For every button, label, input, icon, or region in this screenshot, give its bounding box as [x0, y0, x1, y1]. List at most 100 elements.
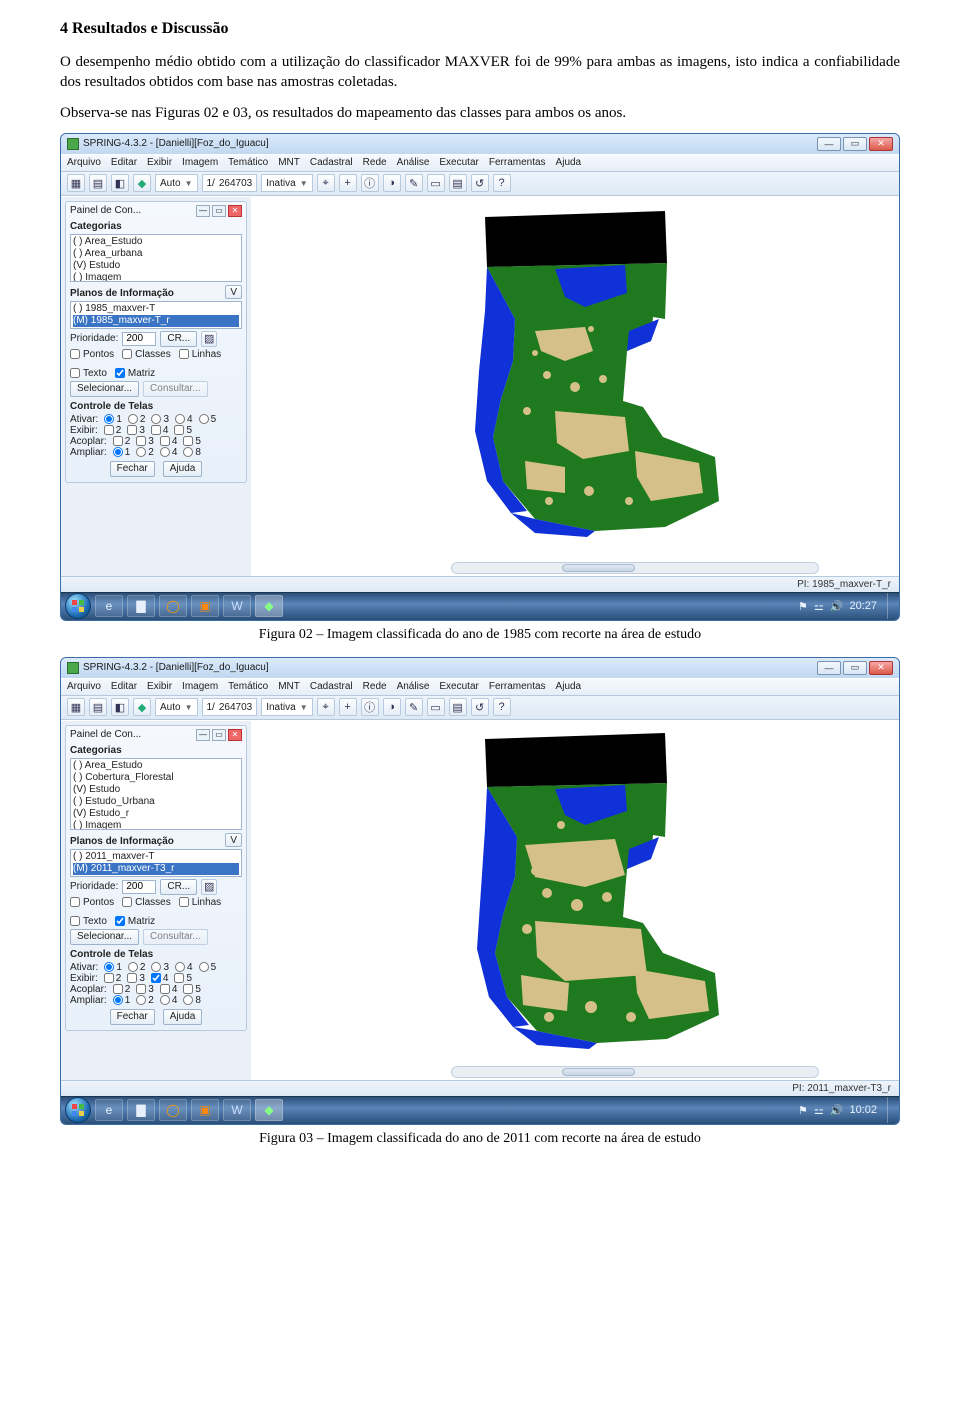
scale-field[interactable]: 1/264703	[202, 174, 258, 192]
tool-icon[interactable]: ✎	[405, 698, 423, 716]
menu-temático[interactable]: Temático	[228, 681, 268, 692]
menu-rede[interactable]: Rede	[363, 157, 387, 168]
acoplar-5[interactable]	[183, 984, 193, 994]
ativar-4[interactable]	[175, 962, 185, 972]
task-firefox-icon[interactable]: ◯	[159, 595, 187, 617]
ampliar-1[interactable]	[113, 995, 123, 1005]
list-item[interactable]: ( ) 2011_maxver-T	[73, 851, 239, 863]
tool-icon[interactable]: ▭	[427, 698, 445, 716]
titlebar[interactable]: SPRING-4.3.2 - [Danielli][Foz_do_Iguacu]…	[61, 658, 899, 678]
task-word-icon[interactable]: W	[223, 1099, 251, 1121]
menu-análise[interactable]: Análise	[397, 157, 430, 168]
menu-análise[interactable]: Análise	[397, 681, 430, 692]
list-item[interactable]: (M) 1985_maxver-T_r	[73, 315, 239, 327]
task-firefox-icon[interactable]: ◯	[159, 1099, 187, 1121]
task-explorer-icon[interactable]: ▇	[127, 595, 155, 617]
menu-mnt[interactable]: MNT	[278, 681, 300, 692]
close-button[interactable]: ✕	[869, 661, 893, 675]
show-desktop-button[interactable]	[887, 593, 895, 619]
chk-matriz[interactable]: Matriz	[115, 916, 155, 927]
list-item[interactable]: ( ) Area_Estudo	[73, 760, 239, 772]
map-canvas[interactable]	[251, 721, 899, 1080]
minimize-button[interactable]: —	[817, 661, 841, 675]
horizontal-scrollbar[interactable]	[451, 1066, 819, 1078]
tray-volume-icon[interactable]: 🔊	[830, 600, 844, 613]
menu-arquivo[interactable]: Arquivo	[67, 157, 101, 168]
list-item[interactable]: ( ) 1985_maxver-T	[73, 303, 239, 315]
selecionar-button[interactable]: Selecionar...	[70, 929, 139, 945]
ativar-3[interactable]	[151, 962, 161, 972]
task-explorer-icon[interactable]: ▇	[127, 1099, 155, 1121]
show-desktop-button[interactable]	[887, 1097, 895, 1123]
ampliar-2[interactable]	[136, 447, 146, 457]
tray-network-icon[interactable]: ⚍	[814, 600, 824, 613]
auto-dropdown[interactable]: Auto▼	[155, 698, 198, 716]
ativar-1[interactable]	[104, 962, 114, 972]
ampliar-1[interactable]	[113, 447, 123, 457]
task-spring-icon[interactable]: ◆	[255, 595, 283, 617]
list-item[interactable]: (V) Estudo	[73, 784, 239, 796]
palette-icon[interactable]: ▨	[201, 879, 217, 895]
palette-icon[interactable]: ▨	[201, 331, 217, 347]
tool-icon[interactable]: ◧	[111, 174, 129, 192]
ampliar-4[interactable]	[160, 447, 170, 457]
exibir-2[interactable]	[104, 973, 114, 983]
list-item[interactable]: ( ) Imagem	[73, 272, 239, 282]
tray-volume-icon[interactable]: 🔊	[830, 1104, 844, 1117]
chk-texto[interactable]: Texto	[70, 916, 107, 927]
tool-icon[interactable]: ?	[493, 698, 511, 716]
list-item[interactable]: ( ) Imagem	[73, 820, 239, 830]
tray-network-icon[interactable]: ⚍	[814, 1104, 824, 1117]
tool-icon[interactable]: ↺	[471, 698, 489, 716]
menubar[interactable]: ArquivoEditarExibirImagemTemáticoMNTCada…	[61, 678, 899, 696]
chk-matriz[interactable]: Matriz	[115, 368, 155, 379]
categorias-listbox[interactable]: ( ) Area_Estudo( ) Cobertura_Florestal(V…	[70, 758, 242, 830]
menu-ajuda[interactable]: Ajuda	[556, 157, 582, 168]
exibir-4[interactable]	[151, 973, 161, 983]
task-ie-icon[interactable]: e	[95, 1099, 123, 1121]
task-media-icon[interactable]: ▣	[191, 595, 219, 617]
task-ie-icon[interactable]: e	[95, 595, 123, 617]
menu-mnt[interactable]: MNT	[278, 157, 300, 168]
scale-field[interactable]: 1/264703	[202, 698, 258, 716]
list-item[interactable]: ( ) Area_Estudo	[73, 236, 239, 248]
tool-icon[interactable]: ⌖	[317, 698, 335, 716]
list-item[interactable]: ( ) Estudo_Urbana	[73, 796, 239, 808]
maximize-button[interactable]: ▭	[843, 661, 867, 675]
planos-listbox[interactable]: ( ) 1985_maxver-T(M) 1985_maxver-T_r	[70, 301, 242, 329]
tray-flag-icon[interactable]: ⚑	[798, 600, 808, 613]
ativar-5[interactable]	[199, 414, 209, 424]
menu-ferramentas[interactable]: Ferramentas	[489, 157, 546, 168]
menu-rede[interactable]: Rede	[363, 681, 387, 692]
menu-arquivo[interactable]: Arquivo	[67, 681, 101, 692]
close-button[interactable]: ✕	[869, 137, 893, 151]
ativar-5[interactable]	[199, 962, 209, 972]
categorias-listbox[interactable]: ( ) Area_Estudo( ) Area_urbana(V) Estudo…	[70, 234, 242, 282]
chk-classes[interactable]: Classes	[122, 897, 171, 908]
tray-flag-icon[interactable]: ⚑	[798, 1104, 808, 1117]
tool-icon[interactable]: ⓘ	[361, 174, 379, 192]
ativar-1[interactable]	[104, 414, 114, 424]
minimize-button[interactable]: —	[817, 137, 841, 151]
tool-icon[interactable]: ▤	[89, 698, 107, 716]
acoplar-3[interactable]	[136, 436, 146, 446]
menu-cadastral[interactable]: Cadastral	[310, 157, 353, 168]
menu-exibir[interactable]: Exibir	[147, 157, 172, 168]
tool-icon[interactable]: ⓘ	[361, 698, 379, 716]
tool-icon[interactable]: ◑	[383, 698, 401, 716]
map-canvas[interactable]	[251, 197, 899, 576]
list-item[interactable]: ( ) Cobertura_Florestal	[73, 772, 239, 784]
horizontal-scrollbar[interactable]	[451, 562, 819, 574]
cr-button[interactable]: CR...	[160, 331, 197, 347]
tool-icon[interactable]: ✎	[405, 174, 423, 192]
system-tray[interactable]: ⚑ ⚍ 🔊 20:27	[798, 593, 895, 619]
tool-icon[interactable]: ▦	[67, 174, 85, 192]
list-item[interactable]: (V) Estudo_r	[73, 808, 239, 820]
ampliar-8[interactable]	[183, 995, 193, 1005]
tool-icon[interactable]: ▭	[427, 174, 445, 192]
task-word-icon[interactable]: W	[223, 595, 251, 617]
chk-pontos[interactable]: Pontos	[70, 897, 114, 908]
task-media-icon[interactable]: ▣	[191, 1099, 219, 1121]
tool-icon[interactable]: ⌖	[317, 174, 335, 192]
cursor-mode-dropdown[interactable]: Inativa▼	[261, 698, 312, 716]
